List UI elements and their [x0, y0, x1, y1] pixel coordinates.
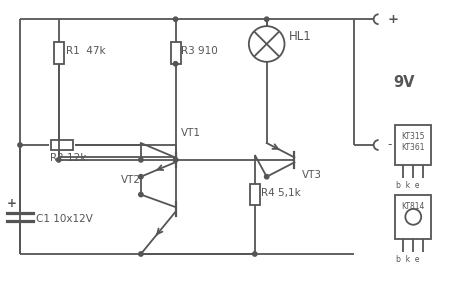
Text: b  k  e: b k e	[397, 255, 420, 264]
Text: KT315
KT361: KT315 KT361	[402, 132, 425, 152]
Text: 9V: 9V	[393, 75, 415, 90]
Text: KT814: KT814	[402, 203, 425, 211]
Bar	[250, 184, 260, 206]
Circle shape	[56, 158, 61, 162]
Bar	[396, 195, 431, 239]
Circle shape	[139, 252, 143, 256]
Text: R1  47k: R1 47k	[66, 46, 105, 56]
Circle shape	[139, 192, 143, 197]
Circle shape	[249, 26, 285, 62]
Bar	[51, 140, 73, 150]
Bar	[54, 42, 64, 64]
Text: R2 12k: R2 12k	[50, 153, 86, 163]
Circle shape	[265, 175, 269, 179]
Text: C1 10x12V: C1 10x12V	[36, 214, 93, 224]
Circle shape	[139, 175, 143, 179]
Text: VT1: VT1	[180, 128, 200, 138]
Circle shape	[173, 158, 178, 162]
Bar	[396, 125, 431, 165]
Text: VT2: VT2	[121, 175, 141, 185]
Bar	[171, 42, 180, 64]
Circle shape	[173, 62, 178, 66]
Circle shape	[253, 252, 257, 256]
Circle shape	[173, 158, 178, 162]
Text: R4 5,1k: R4 5,1k	[261, 188, 301, 198]
Text: VT3: VT3	[302, 170, 322, 180]
Text: +: +	[7, 197, 17, 210]
Text: HL1: HL1	[288, 30, 311, 43]
Text: -: -	[388, 138, 392, 151]
Text: b  k  e: b k e	[397, 181, 420, 190]
Circle shape	[265, 17, 269, 21]
Circle shape	[173, 17, 178, 21]
Circle shape	[139, 158, 143, 162]
Text: +: +	[388, 13, 398, 26]
Circle shape	[405, 209, 421, 225]
Circle shape	[18, 143, 22, 147]
Text: R3 910: R3 910	[181, 46, 218, 56]
